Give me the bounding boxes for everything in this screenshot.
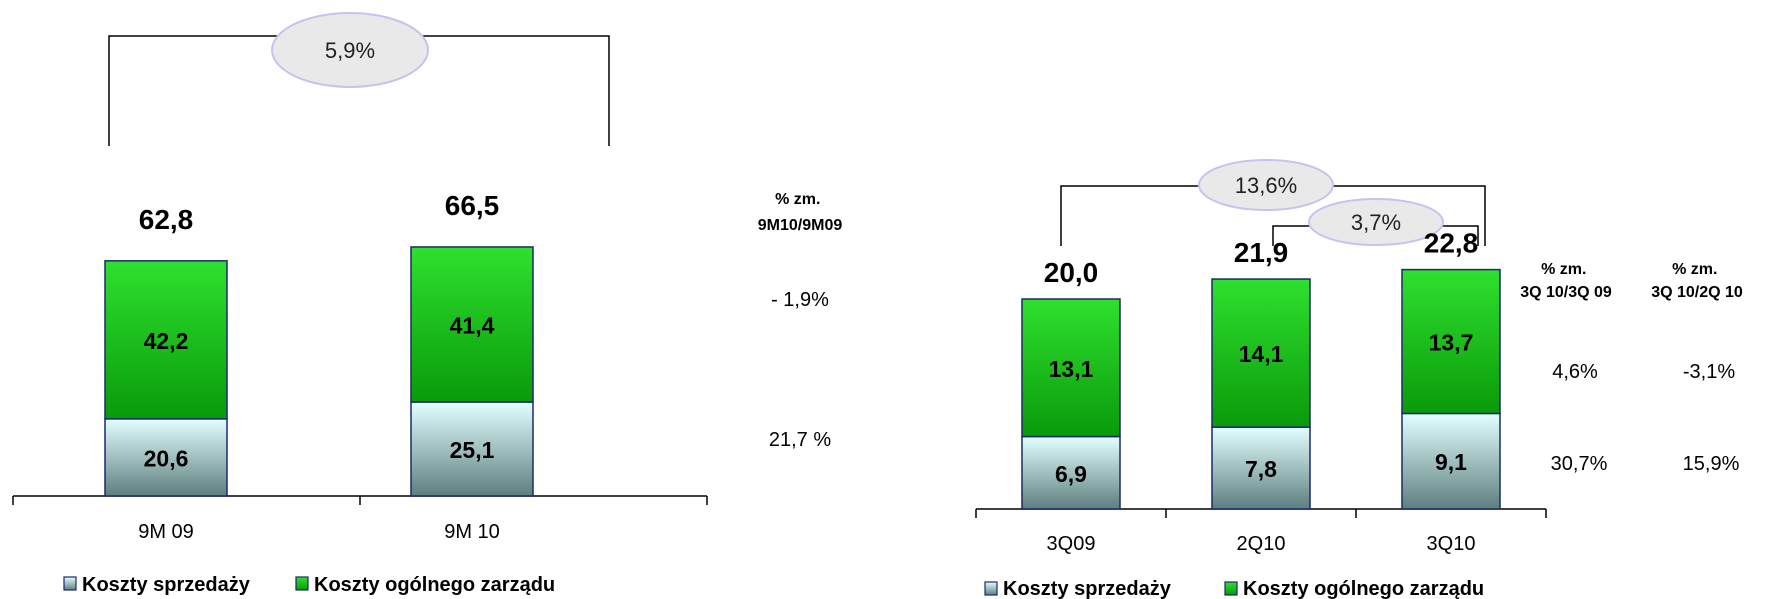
bar-segment-label: 13,7 xyxy=(1429,330,1474,356)
legend-swatch-sales xyxy=(63,576,77,591)
bar-segment-label: 42,2 xyxy=(144,328,189,354)
bar-segment-sales xyxy=(1021,435,1121,510)
right-qoq-bubble-label: 3,7% xyxy=(1351,210,1401,235)
bar-segment-sales xyxy=(1211,426,1311,510)
legend-label-sales: Koszty sprzedaży xyxy=(82,574,251,596)
bar-total-label: 62,8 xyxy=(139,204,194,235)
bar-segment-label: 9,1 xyxy=(1435,449,1467,475)
bar-total-label: 22,8 xyxy=(1424,228,1479,259)
legend-label-sales: Koszty sprzedaży xyxy=(1003,578,1172,599)
legend-swatch-admin xyxy=(1224,581,1238,596)
left-change-bubble-label: 5,9% xyxy=(325,38,375,63)
legend-swatch-admin xyxy=(295,576,309,591)
right-qoq-bubble xyxy=(1308,198,1444,246)
x-tick-label: 3Q09 xyxy=(1047,533,1096,555)
legend-label-admin: Koszty ogólnego zarządu xyxy=(314,574,555,596)
bar-segment-label: 6,9 xyxy=(1055,461,1087,487)
bar-segment-label: 20,6 xyxy=(144,445,189,471)
legend-swatch-sales xyxy=(984,581,998,596)
left-change-admin: - 1,9% xyxy=(771,289,829,311)
bar-segment-admin xyxy=(410,246,534,403)
right-chart: 13,6% 3,7% 6,9 13,1 20,0 3Q09 7,8 14,1 21,9 2Q1… xyxy=(975,159,1743,599)
left-change-bubble xyxy=(271,12,429,88)
bar-total-label: 21,9 xyxy=(1234,237,1289,268)
right-yoy-bubble xyxy=(1198,159,1334,211)
right-header-yoy: % zm. 3Q 10/3Q 09 xyxy=(1520,261,1612,301)
x-tick-label: 9M 09 xyxy=(138,521,194,543)
bar-segment-admin xyxy=(1021,298,1121,438)
bar-segment-label: 41,4 xyxy=(450,312,495,338)
left-change-header: % zm. 9M10/9M09 xyxy=(758,191,843,234)
right-bars: 6,9 13,1 20,0 3Q09 7,8 14,1 21,9 2Q10 9,1 13,7 22,… xyxy=(1021,228,1501,555)
bar-segment-sales xyxy=(1401,412,1501,510)
right-sales-qoq: 15,9% xyxy=(1683,453,1740,475)
right-header-qoq: % zm. 3Q 10/2Q 10 xyxy=(1651,261,1743,301)
x-tick-label: 9M 10 xyxy=(444,521,500,543)
bar-segment-label: 13,1 xyxy=(1049,356,1094,382)
bar-total-label: 20,0 xyxy=(1044,257,1099,288)
x-tick-label: 3Q10 xyxy=(1427,533,1476,555)
right-admin-qoq: -3,1% xyxy=(1683,361,1735,383)
right-sales-yoy: 30,7% xyxy=(1551,453,1608,475)
bar-total-label: 66,5 xyxy=(445,190,500,221)
bar-segment-admin xyxy=(104,260,228,420)
bar-segment-label: 7,8 xyxy=(1245,456,1277,482)
bar-segment-sales xyxy=(410,401,534,497)
bar-segment-admin xyxy=(1401,268,1501,415)
right-legend: Koszty sprzedaży Koszty ogólnego zarządu xyxy=(984,578,1484,599)
bar-segment-label: 14,1 xyxy=(1239,341,1284,367)
right-yoy-bubble-label: 13,6% xyxy=(1235,173,1297,198)
right-admin-yoy: 4,6% xyxy=(1552,361,1598,383)
left-change-sales: 21,7 % xyxy=(769,429,831,451)
bar-segment-admin xyxy=(1211,278,1311,428)
legend-label-admin: Koszty ogólnego zarządu xyxy=(1243,578,1484,599)
x-tick-label: 2Q10 xyxy=(1237,533,1286,555)
bar-segment-label: 25,1 xyxy=(450,437,495,463)
left-legend: Koszty sprzedaży Koszty ogólnego zarządu xyxy=(63,574,555,596)
bar-segment-sales xyxy=(104,418,228,497)
left-bars: 20,6 42,2 62,8 9M 09 25,1 41,4 66,5 9M 10 xyxy=(104,190,534,543)
